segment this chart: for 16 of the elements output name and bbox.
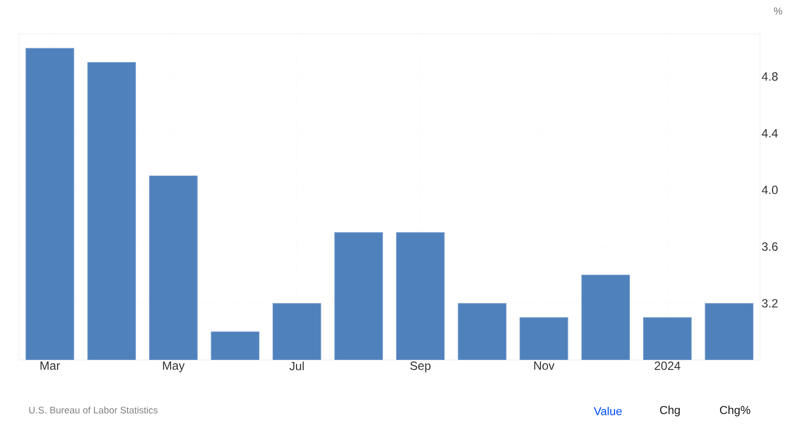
y-tick-label: 4.4 (762, 129, 778, 138)
x-tick-label: May (163, 362, 185, 372)
x-tick-label: 2024 (654, 362, 680, 370)
y-tick-label: 4.8 (762, 72, 778, 81)
text: U.S. Bureau of Labor Statistics (29, 406, 158, 414)
y-tick-label: 3.6 (762, 242, 778, 251)
text: Chg (660, 406, 680, 416)
y-axis-title: % (774, 8, 782, 14)
y-tick-label: 3.2 (762, 299, 778, 308)
text: Chg% (720, 406, 750, 416)
x-tick-label: Sep (410, 362, 431, 372)
x-tick-label: Mar (40, 362, 60, 370)
x-tick-label: Nov (534, 362, 554, 370)
x-tick-label: Jul (289, 362, 304, 370)
y-tick-label: 4.0 (762, 186, 778, 194)
text: Value (594, 406, 622, 416)
